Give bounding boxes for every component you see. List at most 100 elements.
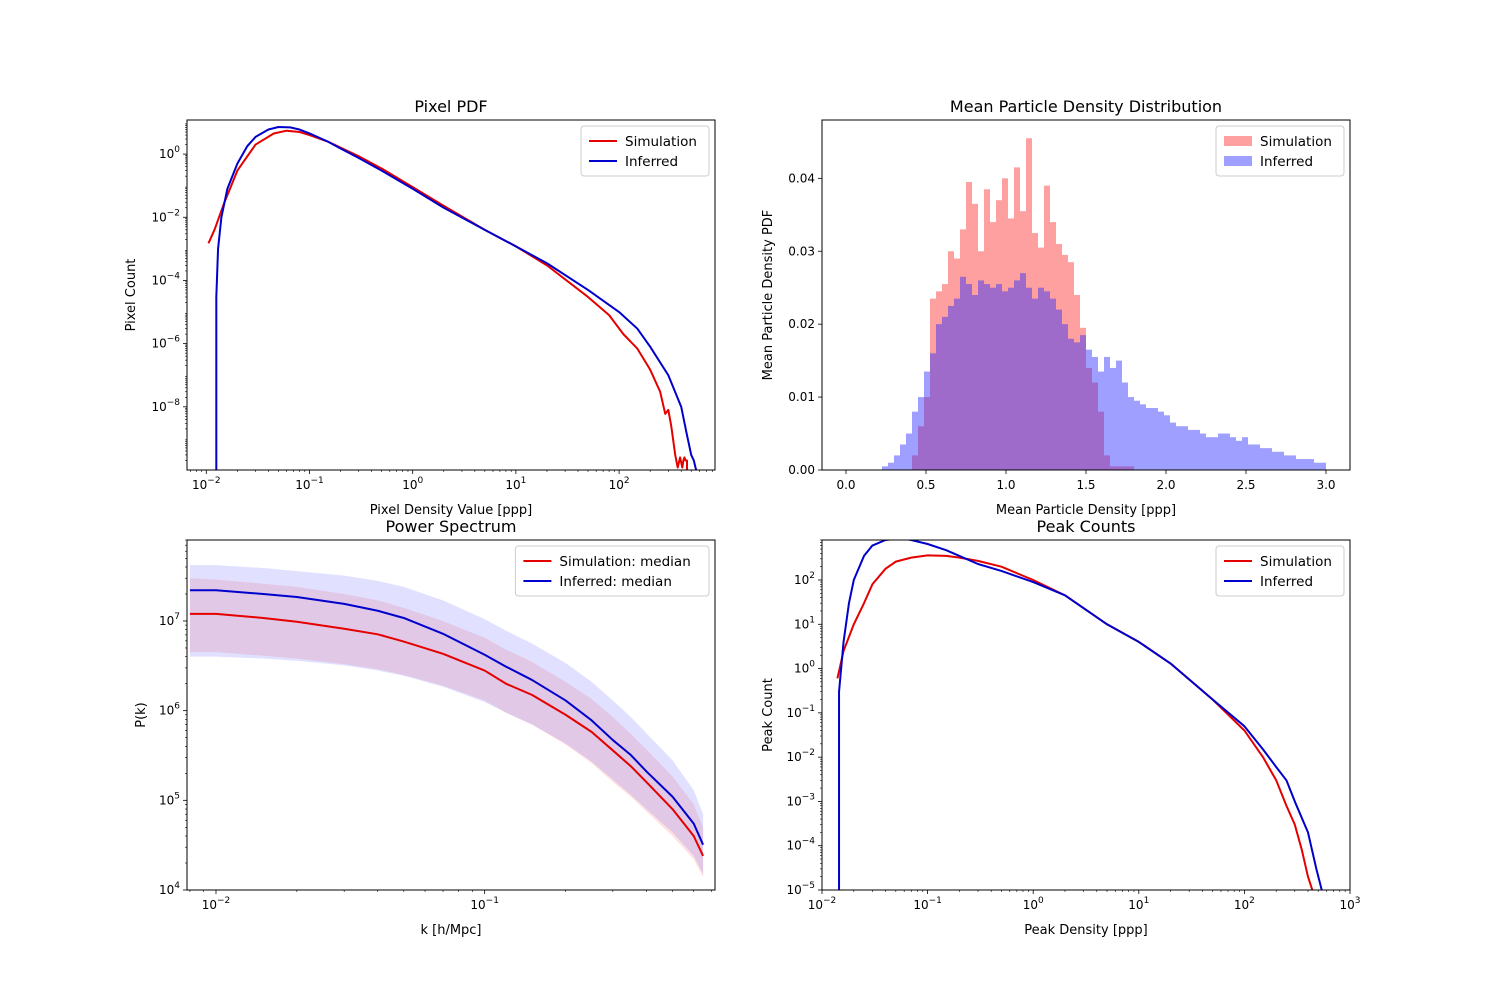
tick-mantissa: 10 [470,898,485,912]
legend-label: Simulation [1260,134,1332,150]
tick-exponent: 4 [174,881,180,891]
histogram-bar [984,189,990,470]
y-tick-label: 105 [159,791,180,807]
x-tick-label: 103 [1339,896,1360,912]
histogram-bar [1140,404,1146,470]
histogram-bar [1092,356,1098,470]
y-tick-label: 10−2 [151,208,180,224]
histogram-bar [1200,433,1206,470]
legend-label: Inferred [1260,574,1313,590]
y-tick-label: 101 [794,615,815,631]
histogram-bar [1080,327,1086,470]
y-tick-label: 10−3 [786,792,815,808]
panel-pixel-pdf: 10−2 10−1 100 101 10210−810−610−410−2100Pixe… [124,97,716,518]
legend-swatch [1224,156,1252,166]
histogram-bar [960,276,966,470]
histogram-bar [924,397,930,470]
histogram-bar [1182,426,1188,470]
x-tick-label: 102 [609,476,630,492]
histogram-bar [936,324,942,470]
histogram-bar [996,200,1002,470]
tick-mantissa: 10 [786,706,801,720]
x-tick-label: 102 [1234,896,1255,912]
histogram-bar [1044,185,1050,470]
histogram-bar [1080,335,1086,470]
x-tick-label: 10−1 [913,896,942,912]
tick-exponent: −1 [929,896,942,906]
histogram-bar [1224,433,1230,470]
y-tick-label: 10−4 [151,271,180,287]
chart-title: Pixel PDF [414,97,487,116]
axes-frame [186,119,716,471]
y-axis-label: P(k) [134,702,149,728]
tick-exponent: −2 [823,896,836,906]
histogram-bar [1290,455,1296,470]
legend-label: Simulation [625,134,697,150]
tick-exponent: 3 [1355,896,1361,906]
histogram-bar [1104,356,1110,470]
legend: Simulation: median Inferred: median [514,545,710,597]
y-tick-label: 0.04 [788,171,815,185]
histogram-bar [1038,287,1044,470]
series-band-1 [189,565,704,875]
histogram-bar [1230,437,1236,470]
tick-exponent: −1 [311,476,324,486]
tick-exponent: −3 [802,792,815,802]
x-tick-label: 1.5 [1076,478,1095,492]
panel-peak-counts: 10−2 10−1 100 101 102 10310−510−410−310−210−1… [761,517,1361,938]
tick-mantissa: 10 [786,794,801,808]
x-tick-label: 10−2 [808,896,837,912]
histogram-bar [1260,448,1266,470]
y-tick-label: 0.01 [788,390,815,404]
histogram-bar [1254,444,1260,470]
tick-exponent: 0 [174,145,180,155]
histogram-bar [1050,222,1056,470]
histogram-bar [990,222,996,470]
histogram-bar [1266,448,1272,470]
histogram-bar [1170,422,1176,470]
histogram-bar [1134,400,1140,470]
y-tick-label: 106 [159,702,180,718]
series-simulation-bars [912,138,1134,470]
tick-exponent: 0 [809,660,815,670]
series-line-1 [838,540,1323,890]
y-tick-label: 102 [794,571,815,587]
histogram-bar [1062,254,1068,470]
legend-swatch [1224,136,1252,146]
histogram-bar [1008,218,1014,470]
histogram-bar [942,316,948,470]
tick-mantissa: 10 [202,898,217,912]
histogram-bar [1056,243,1062,470]
plot-area [189,565,704,877]
tick-exponent: −5 [802,881,815,891]
x-tick-label: 101 [1128,896,1149,912]
histogram-bar [990,287,996,470]
tick-mantissa: 10 [786,839,801,853]
histogram-bar [882,466,888,470]
tick-exponent: −2 [207,476,220,486]
x-tick-label: 100 [1023,896,1044,912]
y-tick-label: 0.00 [788,463,815,477]
y-tick-label: 100 [159,145,180,161]
histogram-bar [1164,415,1170,470]
histogram-bar [1278,451,1284,470]
series-line-0 [836,554,1314,890]
histogram-bar [1068,262,1074,470]
histogram-bar [894,455,900,470]
histogram-bar [1128,397,1134,470]
x-minor-ticks [853,890,1346,892]
tick-exponent: 6 [174,702,180,712]
histogram-bar [1302,459,1308,470]
histogram-bar [1068,338,1074,470]
legend-box [580,125,710,177]
y-tick-label: 10−2 [786,748,815,764]
plot-area [836,540,1323,890]
tick-mantissa: 10 [159,147,174,161]
tick-mantissa: 10 [794,573,809,587]
histogram-bar [1116,360,1122,470]
y-tick-label: 10−5 [786,881,815,897]
histogram-bar [912,411,918,470]
tick-mantissa: 10 [808,898,823,912]
